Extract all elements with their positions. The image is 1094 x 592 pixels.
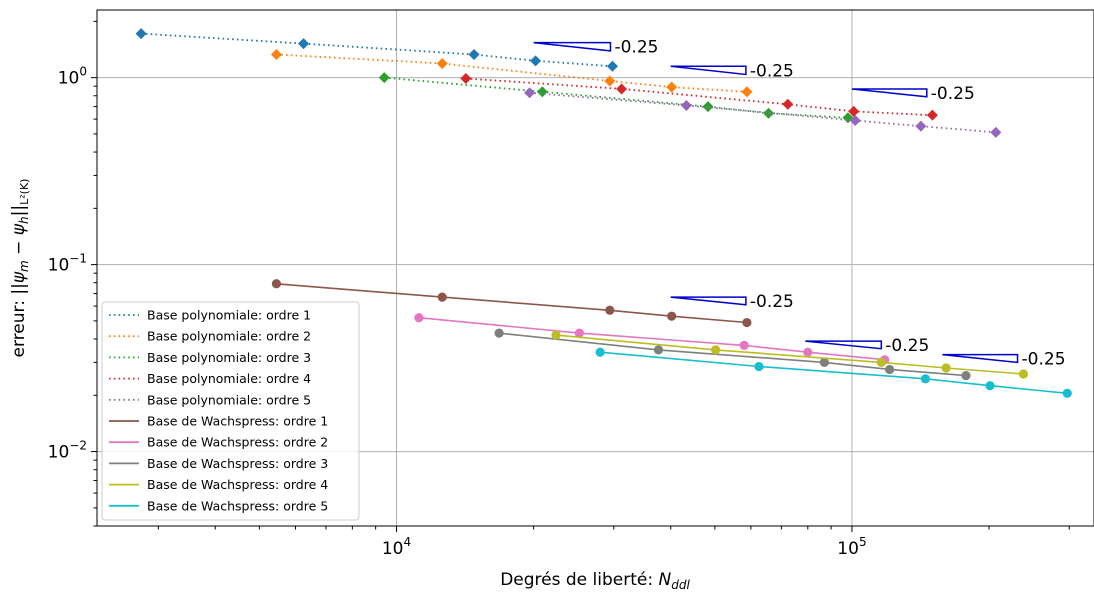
series-8 [494,328,971,381]
series-line [276,53,747,93]
slope-label: -0.25 [750,292,794,312]
data-point [574,328,584,338]
grid [97,10,1094,526]
data-point [414,313,424,323]
data-point [604,75,616,87]
data-point [926,109,938,121]
data-point [530,55,542,67]
data-point [605,305,615,315]
x-axis-title: Degrés de liberté: Nddl [500,570,690,592]
slope-triangle [670,296,747,306]
legend-entry: Base de Wachspress: ordre 1 [147,414,328,429]
slope-annotation: -0.25 [670,292,794,312]
y-tick-label: 10−2 [48,439,87,463]
legend-entry: Base de Wachspress: ordre 2 [147,435,328,450]
series-9 [551,330,1029,379]
legend-entry: Base de Wachspress: ordre 3 [147,456,328,471]
data-point [754,361,764,372]
data-point [616,83,628,95]
data-point [848,105,860,117]
legend-entry: Base polynomiale: ordre 2 [147,329,311,344]
data-point [849,114,861,126]
data-point [1018,369,1029,379]
slope-triangle [942,353,1019,364]
data-point [742,317,752,328]
axis-ticks: 104 105 100 10−1 10−2 [48,20,1070,559]
legend-entry: Base polynomiale: ordre 1 [147,308,311,323]
data-point [741,86,753,98]
y-tick-label: 100 [58,65,87,89]
x-tick-label: 105 [837,535,866,559]
slope-label: -0.25 [614,38,658,58]
slope-annotation: -0.25 [851,84,975,104]
series-4 [460,72,938,121]
slope-annotation: -0.25 [942,350,1066,370]
data-point [666,81,678,93]
y-tick-label: 10−1 [48,252,87,276]
series-2 [270,48,753,98]
slope-annotation: -0.25 [670,61,794,81]
data-point [460,72,472,84]
legend-entry: Base de Wachspress: ordre 4 [147,477,328,492]
data-point [653,345,664,355]
data-point [524,87,536,99]
data-point [985,381,995,391]
series-7 [414,313,890,365]
plot-frame [96,9,1094,527]
legend-entry: Base de Wachspress: ordre 5 [147,498,328,513]
slope-triangle [851,88,928,98]
slope-triangle [805,340,883,350]
data-point [595,347,605,357]
data-point [819,357,829,367]
legend-entry: Base polynomiale: ordre 4 [147,371,311,386]
slope-label: -0.25 [885,336,929,356]
data-point [468,48,480,60]
data-point [606,60,618,72]
legend: Base polynomiale: ordre 1 Base polynomial… [101,301,360,521]
data-point [271,279,282,289]
data-point [494,328,504,338]
series-layer [135,28,1072,398]
data-point [915,120,927,132]
series-1 [135,28,618,72]
data-point [803,347,813,357]
slope-triangle [670,65,747,76]
data-point [135,28,147,40]
data-point [680,99,692,111]
slope-label: -0.25 [931,84,975,104]
data-point [782,98,794,110]
data-point [551,330,561,340]
series-6 [271,279,752,328]
series-line [384,76,848,119]
x-tick-label: 104 [382,535,411,559]
slope-annotation: -0.25 [533,38,658,58]
data-point [961,370,971,381]
data-point [990,126,1002,138]
data-point [436,58,448,70]
slope-annotations: -0.25 -0.25 -0.25 -0.25 -0.25 -0.25 [533,38,1066,370]
slope-annotation: -0.25 [805,336,929,356]
data-point [298,38,310,50]
data-point [920,374,931,384]
slope-triangle [533,41,612,52]
data-point [711,345,721,355]
data-point [941,363,951,373]
legend-box [101,301,360,521]
slope-label: -0.25 [1022,350,1066,370]
data-point [667,311,677,321]
series-5 [524,87,1002,138]
legend-entry: Base polynomiale: ordre 3 [147,350,311,365]
data-point [885,364,895,375]
data-point [739,340,749,350]
data-point [876,357,886,367]
data-point [1062,388,1072,398]
data-point [378,72,390,84]
data-point [763,107,775,119]
data-point [437,292,447,302]
slope-label: -0.25 [750,61,794,81]
data-point [270,48,282,60]
series-10 [595,347,1072,398]
legend-entry: Base polynomiale: ordre 5 [147,392,311,407]
